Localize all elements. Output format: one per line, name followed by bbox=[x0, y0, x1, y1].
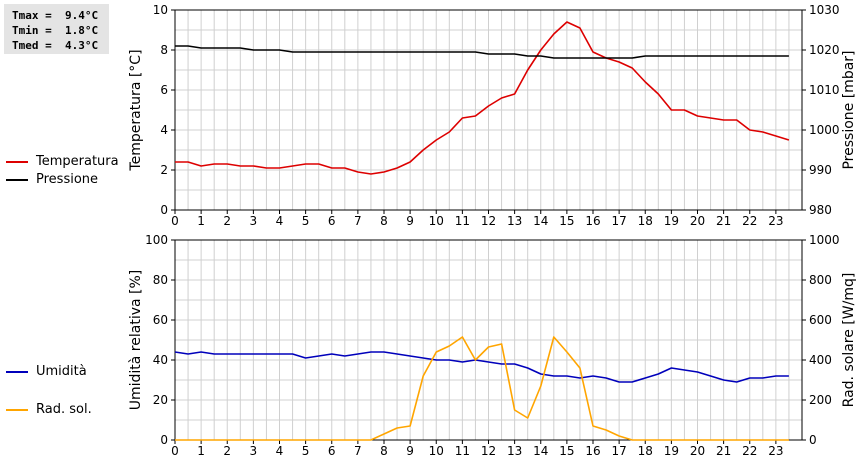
y-right-tick-label: 1000 bbox=[809, 233, 840, 247]
x-tick-label: 15 bbox=[559, 444, 574, 458]
legend-swatch-umidita bbox=[6, 370, 28, 373]
legend-radsol: Rad. sol. bbox=[6, 402, 92, 417]
x-tick-label: 7 bbox=[354, 444, 362, 458]
x-tick-label: 18 bbox=[638, 214, 653, 228]
y-left-tick-label: 10 bbox=[153, 3, 168, 17]
x-tick-label: 19 bbox=[664, 214, 679, 228]
x-tick-label: 0 bbox=[171, 444, 179, 458]
y-right-tick-label: 1020 bbox=[809, 43, 840, 57]
y-left-tick-label: 100 bbox=[145, 233, 168, 247]
y-left-tick-label: 80 bbox=[153, 273, 168, 287]
y-left-axis-label: Temperatura [°C] bbox=[128, 49, 144, 171]
tmin-text: Tmin = 1.8°C bbox=[12, 24, 99, 37]
y-right-tick-label: 600 bbox=[809, 313, 832, 327]
x-tick-label: 11 bbox=[455, 214, 470, 228]
x-tick-label: 17 bbox=[611, 444, 626, 458]
x-tick-label: 20 bbox=[690, 214, 705, 228]
x-tick-label: 4 bbox=[276, 444, 284, 458]
x-tick-label: 23 bbox=[768, 444, 783, 458]
x-tick-label: 20 bbox=[690, 444, 705, 458]
y-left-tick-label: 20 bbox=[153, 393, 168, 407]
y-left-tick-label: 60 bbox=[153, 313, 168, 327]
series-line-umidit- bbox=[174, 351, 789, 383]
y-left-tick-label: 0 bbox=[160, 433, 168, 447]
y-left-tick-label: 8 bbox=[160, 43, 168, 57]
y-right-tick-label: 200 bbox=[809, 393, 832, 407]
y-left-tick-label: 2 bbox=[160, 163, 168, 177]
legend-pressione: Pressione bbox=[6, 172, 98, 187]
x-tick-label: 3 bbox=[250, 214, 258, 228]
legend-swatch-temperatura bbox=[6, 160, 28, 163]
x-tick-label: 13 bbox=[507, 214, 522, 228]
legend-umidita: Umidità bbox=[6, 364, 87, 379]
x-tick-label: 15 bbox=[559, 214, 574, 228]
stats-box: Tmax = 9.4°C Tmin = 1.8°C Tmed = 4.3°C bbox=[4, 4, 109, 54]
x-tick-label: 21 bbox=[716, 444, 731, 458]
y-right-tick-label: 1000 bbox=[809, 123, 840, 137]
y-left-tick-label: 4 bbox=[160, 123, 168, 137]
y-right-axis-label: Pressione [mbar] bbox=[841, 50, 857, 169]
x-tick-label: 17 bbox=[611, 214, 626, 228]
x-tick-label: 18 bbox=[638, 444, 653, 458]
y-right-tick-label: 400 bbox=[809, 353, 832, 367]
y-right-axis-label: Rad. solare [W/mq] bbox=[841, 273, 857, 408]
y-right-tick-label: 990 bbox=[809, 163, 832, 177]
tmax-text: Tmax = 9.4°C bbox=[12, 9, 99, 22]
x-tick-label: 23 bbox=[768, 214, 783, 228]
x-tick-label: 21 bbox=[716, 214, 731, 228]
x-tick-label: 11 bbox=[455, 444, 470, 458]
legend-swatch-pressione bbox=[6, 178, 28, 181]
x-tick-label: 2 bbox=[223, 444, 231, 458]
legend-label-radsol: Rad. sol. bbox=[36, 402, 92, 417]
x-tick-label: 9 bbox=[406, 214, 414, 228]
legend-temperatura: Temperatura bbox=[6, 154, 119, 169]
x-tick-label: 14 bbox=[533, 214, 548, 228]
x-tick-label: 22 bbox=[742, 214, 757, 228]
x-tick-label: 6 bbox=[328, 214, 336, 228]
x-tick-label: 3 bbox=[250, 444, 258, 458]
x-tick-label: 1 bbox=[197, 214, 205, 228]
x-tick-label: 7 bbox=[354, 214, 362, 228]
legend-label-umidita: Umidità bbox=[36, 364, 87, 379]
legend-swatch-radsol bbox=[6, 408, 28, 411]
series-line-rad-sol- bbox=[175, 336, 789, 441]
tmed-text: Tmed = 4.3°C bbox=[12, 39, 99, 52]
series-line-temperatura bbox=[175, 21, 790, 175]
y-right-tick-label: 980 bbox=[809, 203, 832, 217]
x-tick-label: 13 bbox=[507, 444, 522, 458]
x-tick-label: 1 bbox=[197, 444, 205, 458]
x-tick-label: 8 bbox=[380, 444, 388, 458]
x-tick-label: 8 bbox=[380, 214, 388, 228]
y-right-tick-label: 1010 bbox=[809, 83, 840, 97]
legend-label-pressione: Pressione bbox=[36, 172, 99, 187]
x-tick-label: 2 bbox=[223, 214, 231, 228]
y-left-tick-label: 40 bbox=[153, 353, 168, 367]
x-tick-label: 22 bbox=[742, 444, 757, 458]
y-right-tick-label: 0 bbox=[809, 433, 817, 447]
x-tick-label: 10 bbox=[429, 214, 444, 228]
x-tick-label: 12 bbox=[481, 444, 496, 458]
x-tick-label: 16 bbox=[585, 214, 600, 228]
x-tick-label: 16 bbox=[585, 444, 600, 458]
x-tick-label: 5 bbox=[302, 444, 310, 458]
y-right-tick-label: 1030 bbox=[809, 3, 840, 17]
y-right-tick-label: 800 bbox=[809, 273, 832, 287]
x-tick-label: 4 bbox=[276, 214, 284, 228]
y-left-tick-label: 6 bbox=[160, 83, 168, 97]
x-tick-label: 6 bbox=[328, 444, 336, 458]
x-tick-label: 9 bbox=[406, 444, 414, 458]
x-tick-label: 0 bbox=[171, 214, 179, 228]
x-tick-label: 12 bbox=[481, 214, 496, 228]
y-left-axis-label: Umidità relativa [%] bbox=[128, 270, 144, 411]
series-line-pressione bbox=[175, 45, 789, 59]
x-tick-label: 5 bbox=[302, 214, 310, 228]
x-tick-label: 14 bbox=[533, 444, 548, 458]
x-tick-label: 19 bbox=[664, 444, 679, 458]
legend-label-temperatura: Temperatura bbox=[36, 154, 119, 169]
y-left-tick-label: 0 bbox=[160, 203, 168, 217]
x-tick-label: 10 bbox=[429, 444, 444, 458]
